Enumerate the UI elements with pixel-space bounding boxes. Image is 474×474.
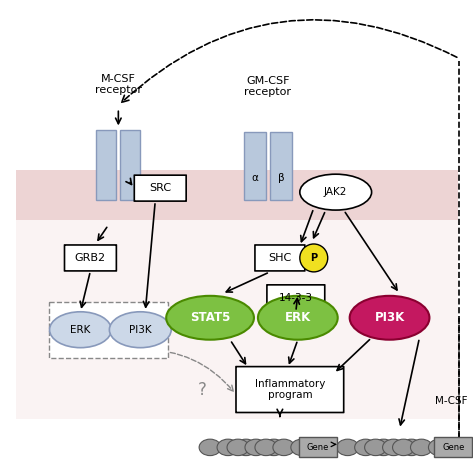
Ellipse shape bbox=[235, 439, 257, 456]
FancyBboxPatch shape bbox=[236, 366, 344, 412]
Bar bbox=[16, 170, 458, 220]
Text: PI3K: PI3K bbox=[129, 325, 152, 335]
Ellipse shape bbox=[410, 439, 432, 456]
Bar bbox=[270, 132, 292, 200]
Text: Gene: Gene bbox=[307, 443, 329, 452]
Ellipse shape bbox=[227, 439, 249, 456]
Text: M-CSF: M-CSF bbox=[435, 395, 468, 405]
Bar bbox=[16, 220, 458, 419]
Ellipse shape bbox=[291, 439, 313, 456]
Text: SHC: SHC bbox=[268, 253, 292, 263]
Text: SRC: SRC bbox=[149, 183, 171, 193]
Text: JAK2: JAK2 bbox=[324, 187, 347, 197]
Text: α: α bbox=[252, 173, 258, 183]
Text: ?: ? bbox=[198, 381, 207, 399]
Ellipse shape bbox=[50, 312, 111, 347]
Text: 14-3-3: 14-3-3 bbox=[279, 293, 313, 303]
Ellipse shape bbox=[255, 439, 277, 456]
FancyBboxPatch shape bbox=[64, 245, 116, 271]
Text: M-CSF
receptor: M-CSF receptor bbox=[95, 74, 142, 95]
Bar bbox=[96, 130, 116, 200]
Ellipse shape bbox=[273, 439, 295, 456]
Circle shape bbox=[300, 244, 328, 272]
Text: ERK: ERK bbox=[70, 325, 91, 335]
FancyBboxPatch shape bbox=[255, 245, 305, 271]
Bar bbox=[299, 438, 337, 457]
Text: STAT5: STAT5 bbox=[190, 311, 230, 324]
FancyArrowPatch shape bbox=[122, 20, 457, 102]
Ellipse shape bbox=[263, 439, 285, 456]
Ellipse shape bbox=[109, 312, 171, 347]
Ellipse shape bbox=[428, 439, 450, 456]
Text: β: β bbox=[278, 173, 284, 183]
Text: GRB2: GRB2 bbox=[75, 253, 106, 263]
Ellipse shape bbox=[217, 439, 239, 456]
Text: Gene: Gene bbox=[442, 443, 465, 452]
Text: ERK: ERK bbox=[285, 311, 311, 324]
Text: Inflammatory
program: Inflammatory program bbox=[255, 379, 325, 401]
Bar bbox=[120, 130, 140, 200]
Ellipse shape bbox=[245, 439, 267, 456]
Ellipse shape bbox=[166, 296, 254, 340]
Bar bbox=[48, 302, 168, 358]
Ellipse shape bbox=[258, 296, 337, 340]
Ellipse shape bbox=[300, 174, 372, 210]
Bar bbox=[434, 438, 472, 457]
Bar bbox=[244, 132, 266, 200]
FancyBboxPatch shape bbox=[267, 285, 325, 311]
Ellipse shape bbox=[392, 439, 414, 456]
Ellipse shape bbox=[365, 439, 387, 456]
Ellipse shape bbox=[337, 439, 359, 456]
Ellipse shape bbox=[383, 439, 404, 456]
Ellipse shape bbox=[199, 439, 221, 456]
Text: GM-CSF
receptor: GM-CSF receptor bbox=[245, 76, 292, 98]
Ellipse shape bbox=[350, 296, 429, 340]
FancyArrowPatch shape bbox=[141, 350, 233, 391]
FancyBboxPatch shape bbox=[134, 175, 186, 201]
Ellipse shape bbox=[355, 439, 376, 456]
Ellipse shape bbox=[373, 439, 394, 456]
Text: P: P bbox=[310, 253, 317, 263]
Ellipse shape bbox=[401, 439, 422, 456]
Text: PI3K: PI3K bbox=[374, 311, 405, 324]
